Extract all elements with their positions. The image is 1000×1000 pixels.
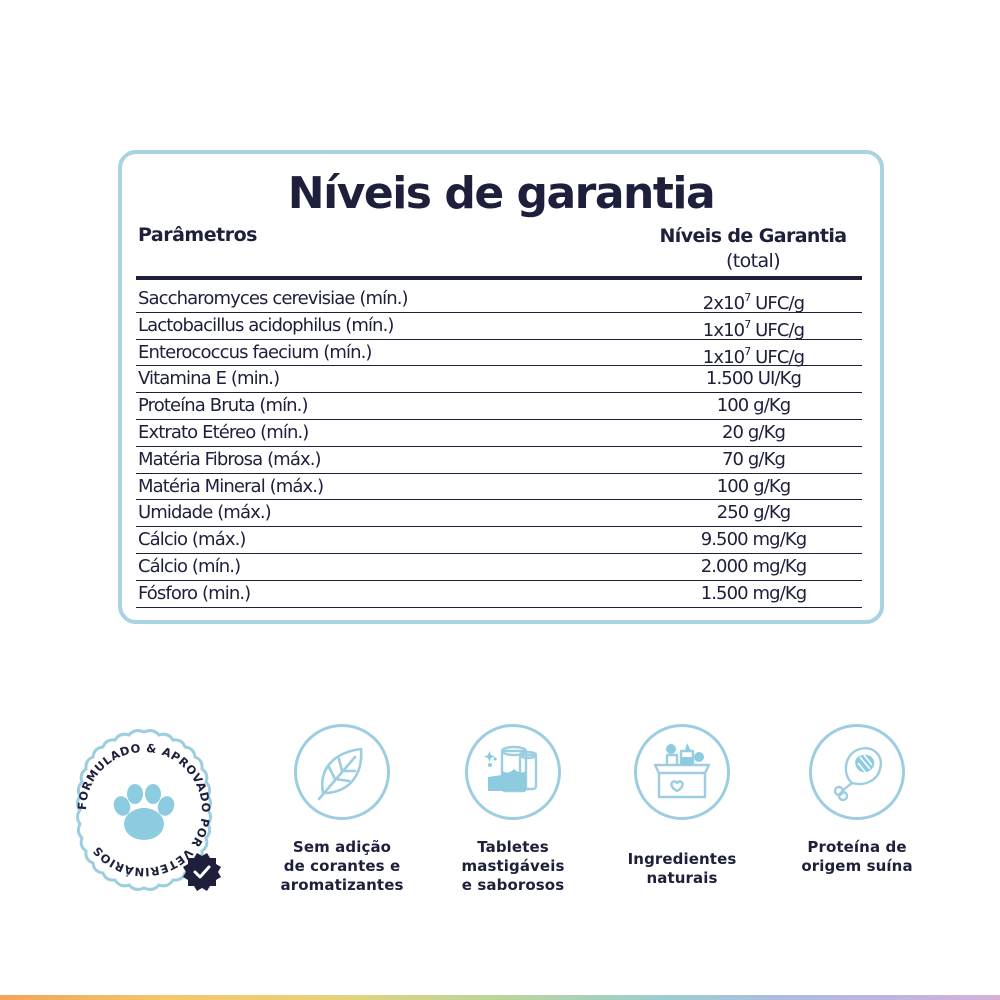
- feature-icon-circle: [634, 724, 730, 820]
- table-row: Cálcio (mín.) 2.000 mg/Kg: [136, 554, 862, 581]
- feature-label-line: Tabletes: [477, 838, 549, 856]
- row-value-unit: UFC/g: [750, 319, 805, 341]
- vet-approved-seal: FORMULADO & APROVADO POR VETERINÁRIOS: [60, 726, 228, 894]
- row-param: Fósforo (min.): [138, 582, 251, 604]
- table-row: Matéria Fibrosa (máx.) 70 g/Kg: [136, 447, 862, 474]
- table-title: Níveis de garantia: [287, 168, 716, 219]
- row-value: 100 g/Kg: [716, 395, 792, 417]
- table-row: Extrato Etéreo (mín.) 20 g/Kg: [136, 420, 862, 447]
- row-param: Vitamina E (min.): [138, 368, 280, 390]
- header-guarantee-levels-sub: (total): [725, 250, 781, 272]
- row-value: 1.500 UI/Kg: [705, 368, 802, 390]
- table-row: Saccharomyces cerevisiae (mín.) 2x107 UFC…: [136, 286, 862, 314]
- row-param: Umidade (máx.): [138, 502, 272, 524]
- feature-label: Sem adição de corantes e aromatizantes: [262, 838, 422, 895]
- row-param: Lactobacillus acidophilus (mín.): [138, 314, 394, 336]
- table-row: Proteína Bruta (mín.) 100 g/Kg: [136, 393, 862, 420]
- feature-label-line: naturais: [646, 869, 718, 887]
- feature-chewable-tablets: Tabletes mastigáveis e saborosos: [433, 724, 593, 895]
- header-parameters: Parâmetros: [138, 224, 257, 246]
- row-param: Cálcio (mín.): [138, 555, 241, 577]
- table-row: Matéria Mineral (máx.) 100 g/Kg: [136, 474, 862, 501]
- row-value: 2x107 UFC/g: [646, 286, 861, 317]
- paw-icon: [113, 784, 175, 840]
- guarantee-table-panel: Níveis de garantia Parâmetros Níveis de …: [118, 150, 884, 624]
- row-value: 20 g/Kg: [721, 421, 786, 443]
- table-row: Vitamina E (min.) 1.500 UI/Kg: [136, 366, 862, 394]
- header-guarantee-levels: Níveis de Garantia (total): [642, 224, 864, 274]
- features-section: FORMULADO & APROVADO POR VETERINÁRIOS: [0, 720, 1000, 980]
- row-value: 9.500 mg/Kg: [700, 529, 808, 551]
- row-value-exponent: 7: [744, 291, 751, 304]
- table-row: Fósforo (min.) 1.500 mg/Kg: [136, 581, 862, 608]
- feature-natural-ingredients: Ingredientes naturais: [602, 724, 762, 888]
- feature-label: Proteína de origem suína: [777, 838, 937, 876]
- row-param: Enterococcus faecium (mín.): [138, 341, 372, 363]
- feature-pork-protein: Proteína de origem suína: [777, 724, 937, 876]
- row-value: 250 g/Kg: [716, 502, 792, 524]
- table-row: Umidade (máx.) 250 g/Kg: [136, 500, 862, 528]
- feature-icon-circle: [465, 724, 561, 820]
- row-param: Proteína Bruta (mín.): [138, 395, 309, 417]
- tablets-icon: [484, 745, 538, 793]
- feature-label-line: de corantes e: [283, 857, 401, 875]
- feature-label-line: aromatizantes: [280, 876, 404, 894]
- row-value: 100 g/Kg: [716, 475, 792, 497]
- feature-label: Ingredientes naturais: [602, 850, 762, 888]
- row-value: 1.500 mg/Kg: [700, 582, 808, 604]
- feature-label-line: origem suína: [801, 857, 913, 875]
- row-value: 70 g/Kg: [721, 448, 786, 470]
- table-row: Enterococcus faecium (mín.) 1x107 UFC/g: [136, 340, 862, 368]
- feature-label-line: e saborosos: [461, 876, 565, 894]
- feature-icon-circle: [809, 724, 905, 820]
- feature-label-line: mastigáveis: [461, 857, 565, 875]
- row-value: 2.000 mg/Kg: [700, 555, 808, 577]
- table-row: Lactobacillus acidophilus (mín.) 1x107 UF…: [136, 313, 862, 341]
- check-badge-icon: [183, 853, 221, 891]
- feature-no-colorants: Sem adição de corantes e aromatizantes: [262, 724, 422, 895]
- leaf-icon: [317, 747, 363, 801]
- feature-label-line: Ingredientes: [627, 850, 737, 868]
- feature-label-line: Sem adição: [292, 838, 392, 856]
- row-param: Saccharomyces cerevisiae (mín.): [138, 288, 409, 309]
- table-row: Cálcio (máx.) 9.500 mg/Kg: [136, 527, 862, 554]
- row-value-main: 2x10: [702, 293, 745, 314]
- feature-label: Tabletes mastigáveis e saborosos: [433, 838, 593, 895]
- header-guarantee-levels-label: Níveis de Garantia: [659, 225, 848, 247]
- row-value-unit: UFC/g: [750, 346, 805, 368]
- row-value-exponent: 7: [744, 317, 751, 331]
- feature-label-line: Proteína de: [807, 838, 907, 856]
- row-value-main: 1x10: [702, 346, 745, 368]
- row-param: Cálcio (máx.): [138, 529, 246, 551]
- ham-icon: [833, 747, 883, 802]
- header-divider: [136, 276, 862, 280]
- row-param: Matéria Fibrosa (máx.): [138, 448, 322, 470]
- ingredients-box-icon: [653, 743, 711, 799]
- row-value: 1x107 UFC/g: [646, 313, 861, 344]
- table-rows: Saccharomyces cerevisiae (mín.) 2x107 UFC…: [136, 286, 862, 608]
- row-param: Extrato Etéreo (mín.): [138, 421, 309, 443]
- row-param: Matéria Mineral (máx.): [138, 475, 324, 497]
- row-value-exponent: 7: [744, 344, 751, 358]
- feature-icon-circle: [294, 724, 390, 820]
- row-value-unit: UFC/g: [750, 293, 805, 314]
- bottom-gradient-strip: [0, 995, 1000, 1000]
- row-value: 1x107 UFC/g: [646, 340, 861, 371]
- row-value-main: 1x10: [702, 319, 745, 341]
- seal-graphic: FORMULADO & APROVADO POR VETERINÁRIOS: [75, 729, 221, 891]
